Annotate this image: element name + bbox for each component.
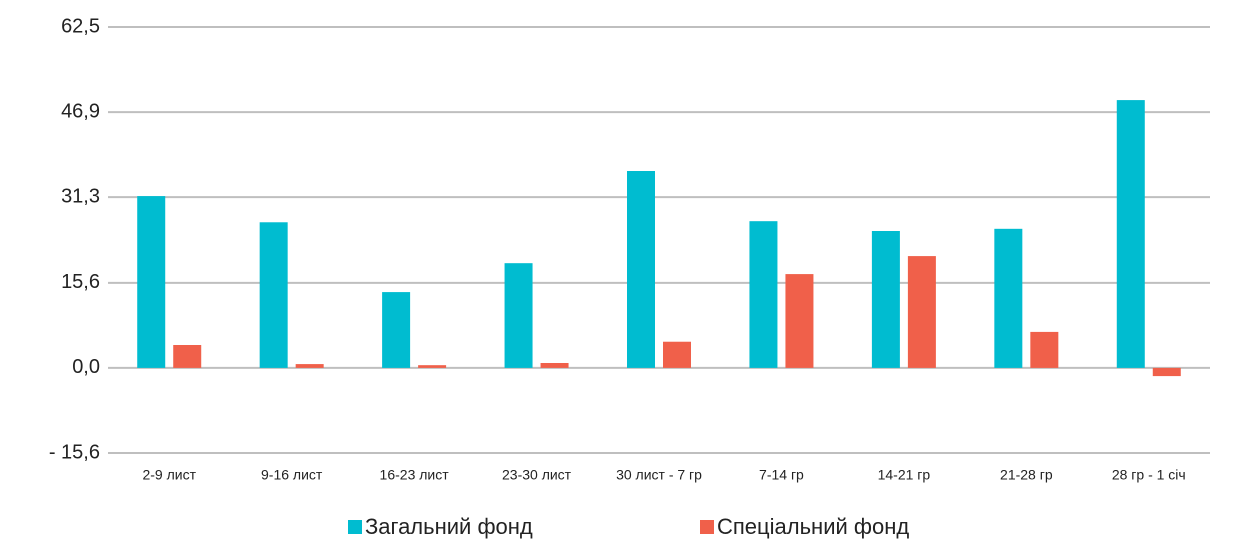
y-tick-label: 46,9 xyxy=(61,100,100,122)
legend-swatch xyxy=(700,520,714,534)
y-tick-label: 31,3 xyxy=(61,185,100,207)
x-tick-label: 14-21 гр xyxy=(878,467,931,483)
bar xyxy=(382,292,411,368)
y-tick-label: 0,0 xyxy=(72,356,100,378)
bar xyxy=(627,171,655,368)
y-tick-label: 15,6 xyxy=(61,271,100,293)
legend-label: Спеціальний фонд xyxy=(717,514,909,539)
bar xyxy=(259,222,288,368)
bar xyxy=(907,256,936,368)
legend-label: Загальний фонд xyxy=(365,514,533,539)
bar xyxy=(994,228,1023,368)
bar xyxy=(871,231,900,368)
bar xyxy=(137,196,166,368)
bar xyxy=(1030,331,1059,368)
x-tick-label: 9-16 лист xyxy=(261,467,323,483)
bar xyxy=(663,341,691,368)
x-tick-label: 23-30 лист xyxy=(502,467,572,483)
y-tick-label: 62,5 xyxy=(61,15,100,37)
bar xyxy=(504,263,533,368)
bar xyxy=(173,345,202,368)
bar xyxy=(418,365,447,368)
legend-swatch xyxy=(348,520,362,534)
bar xyxy=(295,364,324,368)
bar xyxy=(1116,100,1145,368)
x-tick-label: 28 гр - 1 січ xyxy=(1112,467,1186,483)
y-tick-label: - 15,6 xyxy=(49,441,100,463)
x-tick-label: 7-14 гр xyxy=(759,467,804,483)
bar xyxy=(540,363,569,368)
x-tick-label: 16-23 лист xyxy=(380,467,450,483)
bar xyxy=(785,274,814,368)
x-tick-label: 2-9 лист xyxy=(142,467,196,483)
x-tick-label: 30 лист - 7 гр xyxy=(616,467,702,483)
bar xyxy=(749,221,778,368)
x-tick-label: 21-28 гр xyxy=(1000,467,1053,483)
bar xyxy=(1152,367,1181,377)
